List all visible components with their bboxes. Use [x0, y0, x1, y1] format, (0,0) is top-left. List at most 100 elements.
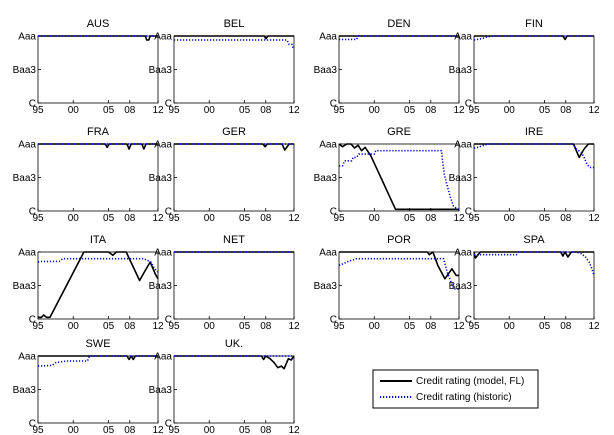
panel-frame-fra	[37, 143, 159, 212]
x-tick-label: 05	[404, 321, 416, 332]
panel-frame-por	[338, 251, 460, 320]
x-tick-label: 95	[333, 321, 345, 332]
series-line-model-ita	[38, 251, 159, 319]
y-tick-label: Aaa	[18, 248, 36, 259]
legend-label-model: Credit rating (model, FL)	[416, 376, 524, 387]
panel-title-gre: GRE	[387, 126, 411, 138]
y-tick-label: Aaa	[319, 140, 337, 151]
x-tick-label: 95	[32, 213, 44, 224]
panel-aus: AUS Aaa Baa3 C95 00 05 08 12	[13, 18, 164, 116]
x-tick-label: 05	[239, 425, 251, 435]
x-tick-label: 12	[453, 213, 465, 224]
panel-fin: FIN Aaa Baa3 C95 00 05 08 12	[449, 18, 600, 116]
panel-frame-net	[173, 251, 295, 320]
x-tick-label: 08	[425, 213, 437, 224]
y-tick-label: Baa3	[314, 173, 338, 184]
panel-swe: SWE Aaa Baa3 C95 00 05 08 12	[13, 338, 164, 435]
x-tick-label: 12	[152, 425, 164, 435]
x-tick-label: 05	[103, 321, 115, 332]
panel-ger: GER Aaa Baa3 C95 00 05 08 12	[149, 126, 300, 224]
panel-title-ire: IRE	[525, 126, 543, 138]
x-tick-label: 08	[124, 321, 136, 332]
series-line-historic-fin	[473, 35, 594, 41]
y-tick-label: C	[165, 419, 172, 430]
panel-title-uk: UK.	[225, 338, 243, 350]
panel-por: POR Aaa Baa3 C95 00 05 08 12	[314, 234, 465, 332]
x-tick-label: 05	[539, 105, 551, 116]
y-tick-label: C	[29, 315, 36, 326]
y-tick-label: Aaa	[18, 352, 36, 363]
x-tick-label: 05	[103, 213, 115, 224]
panel-title-net: NET	[223, 234, 245, 246]
panel-net: NET Aaa Baa3 C95 00 05 08 12	[149, 234, 300, 332]
y-tick-label: C	[29, 99, 36, 110]
panel-gre: GRE Aaa Baa3 C95 00 05 08 12	[314, 126, 465, 224]
y-tick-label: Baa3	[13, 173, 37, 184]
y-tick-label: Baa3	[13, 385, 37, 396]
panel-den: DEN Aaa Baa3 C95 00 05 08 12	[314, 18, 465, 116]
panel-frame-gre	[338, 143, 460, 212]
x-tick-label: 12	[288, 213, 300, 224]
series-line-model-aus	[38, 35, 158, 41]
x-tick-label: 12	[152, 213, 164, 224]
panel-fra: FRA Aaa Baa3 C95 00 05 08 12	[13, 126, 164, 224]
panel-title-fin: FIN	[525, 18, 543, 30]
x-tick-label: 95	[168, 213, 180, 224]
x-tick-label: 00	[369, 321, 381, 332]
y-tick-label: Baa3	[314, 65, 338, 76]
x-tick-label: 08	[425, 105, 437, 116]
panel-title-swe: SWE	[85, 338, 110, 350]
y-tick-label: C	[465, 99, 472, 110]
x-tick-label: 05	[539, 213, 551, 224]
y-tick-label: C	[465, 315, 472, 326]
x-tick-label: 00	[68, 425, 80, 435]
x-tick-label: 12	[588, 105, 600, 116]
x-tick-label: 08	[124, 213, 136, 224]
series-line-model-por	[339, 251, 459, 280]
x-tick-label: 00	[369, 105, 381, 116]
panel-uk: UK. Aaa Baa3 C95 00 05 08 12	[149, 338, 300, 435]
x-tick-label: 12	[288, 105, 300, 116]
y-tick-label: Baa3	[449, 65, 473, 76]
y-tick-label: Baa3	[149, 385, 173, 396]
panel-title-por: POR	[387, 234, 411, 246]
legend-label-historic: Credit rating (historic)	[416, 392, 512, 403]
x-tick-label: 95	[333, 105, 345, 116]
x-tick-label: 95	[32, 321, 44, 332]
series-line-model-spa	[473, 251, 594, 259]
x-tick-label: 00	[204, 213, 216, 224]
x-tick-label: 12	[453, 105, 465, 116]
x-tick-label: 12	[453, 321, 465, 332]
x-tick-label: 12	[288, 321, 300, 332]
x-tick-label: 00	[204, 321, 216, 332]
panel-bel: BEL Aaa Baa3 C95 00 05 08 12	[149, 18, 300, 116]
x-tick-label: 00	[204, 105, 216, 116]
series-line-model-swe	[38, 355, 158, 361]
x-tick-label: 05	[404, 105, 416, 116]
y-tick-label: Baa3	[149, 65, 173, 76]
series-line-historic-ire	[473, 143, 594, 169]
x-tick-label: 12	[152, 321, 164, 332]
panel-frame-ire	[473, 143, 595, 212]
series-line-historic-swe	[37, 355, 158, 367]
series-line-historic-gre	[339, 149, 459, 211]
x-tick-label: 08	[560, 321, 572, 332]
panel-title-fra: FRA	[87, 126, 110, 138]
panel-frame-aus	[37, 35, 159, 104]
y-tick-label: Baa3	[13, 281, 37, 292]
panel-spa: SPA Aaa Baa3 C95 00 05 08 12	[449, 234, 600, 332]
x-tick-label: 05	[539, 321, 551, 332]
y-tick-label: C	[165, 207, 172, 218]
x-tick-label: 95	[468, 321, 480, 332]
x-tick-label: 00	[68, 321, 80, 332]
y-tick-label: C	[330, 99, 337, 110]
y-tick-label: Aaa	[154, 248, 172, 259]
x-tick-label: 00	[369, 213, 381, 224]
series-line-model-ire	[474, 143, 594, 159]
y-tick-label: C	[165, 99, 172, 110]
y-tick-label: Aaa	[454, 248, 472, 259]
x-tick-label: 95	[333, 213, 345, 224]
x-tick-label: 95	[168, 321, 180, 332]
